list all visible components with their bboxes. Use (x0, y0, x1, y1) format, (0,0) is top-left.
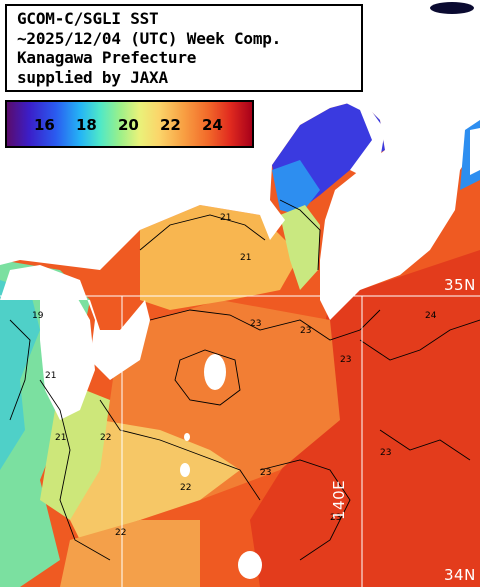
graticule (0, 295, 480, 587)
contour-label: 23 (330, 513, 341, 523)
contour-label: 21 (55, 433, 66, 443)
contour-label: 23 (300, 326, 311, 336)
contour-bay (279, 199, 321, 271)
contour-24-east (359, 319, 480, 361)
title-line-supplier: supplied by JAXA (17, 67, 168, 87)
contour-label: 21 (220, 213, 231, 223)
colorbar-tick-label: 24 (202, 116, 223, 134)
contour-label: 21 (45, 371, 56, 381)
contour-21-west (39, 379, 111, 561)
land-izu-peninsula (0, 265, 150, 380)
tokyo-bay-cyan (272, 160, 320, 215)
land-boso (340, 95, 385, 175)
contour-22-west (99, 399, 261, 501)
isotherm-contours (9, 199, 480, 561)
contour-23-sagami (149, 309, 381, 341)
title-box: GCOM-C/SGLI SST ~2025/12/04 (UTC) Week C… (5, 4, 363, 92)
sea-yellow-zone-2 (60, 420, 240, 540)
uraga-channel (280, 205, 320, 290)
contour-label: 23 (250, 319, 261, 329)
contour-label: 23 (260, 468, 271, 478)
contour-label: 19 (32, 311, 44, 321)
contour-label: 24 (425, 311, 437, 321)
contour-label: 22 (180, 483, 191, 493)
sea-cyan-west (0, 280, 40, 470)
sea-yellow-zone (140, 205, 300, 310)
island-south (238, 551, 262, 579)
lat-35n-label-west: 35N (12, 276, 44, 294)
colorbar-tick-label: 18 (76, 116, 97, 134)
contour-21-north (139, 214, 266, 251)
lat-35n-label-east: 35N (444, 276, 476, 294)
sea-red-zone (250, 250, 480, 587)
island-oshima (204, 354, 226, 390)
contour-19-west (9, 319, 31, 421)
sst-colorbar: 16 18 20 22 24 (5, 100, 254, 148)
colorbar-tick-label: 22 (160, 116, 181, 134)
title-line-date: ~2025/12/04 (UTC) Week Comp. (17, 28, 282, 48)
contour-label: 22 (115, 528, 126, 538)
contour-label: 23 (380, 448, 391, 458)
colorbar-tick-label: 20 (118, 116, 139, 134)
lat-34n-label: 34N (444, 566, 476, 584)
contour-labels: 21 21 21 23 23 23 19 21 22 23 23 24 22 2… (32, 213, 437, 538)
sea-orange-sw (60, 520, 200, 587)
land-east-edge-white (470, 128, 480, 175)
contour-label: 22 (100, 433, 111, 443)
contour-24-south (379, 429, 471, 461)
island-small-1 (180, 463, 190, 477)
lon-140e-label: 140E (330, 479, 348, 520)
island-small-3 (430, 2, 474, 14)
colorbar-tick-label: 16 (34, 116, 55, 134)
contour-23-ring (174, 349, 241, 406)
title-line-region: Kanagawa Prefecture (17, 48, 197, 67)
contour-label: 23 (340, 355, 351, 365)
contour-label: 21 (240, 253, 251, 263)
title-line-product: GCOM-C/SGLI SST (17, 9, 159, 28)
island-small-2 (184, 433, 190, 441)
land-izu-main (40, 285, 95, 420)
contour-23-south (259, 459, 351, 561)
